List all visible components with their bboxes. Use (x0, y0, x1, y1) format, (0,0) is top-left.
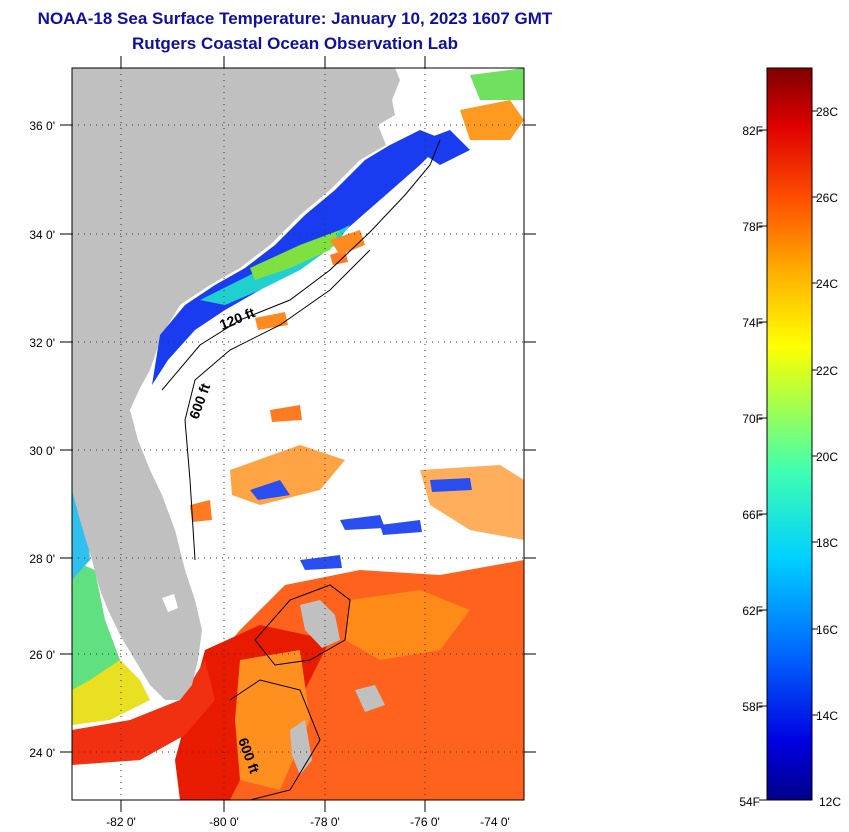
lat-label-24: 24 0' (29, 746, 55, 760)
colorbar-c-28: 28C (816, 105, 838, 119)
colorbar (766, 67, 813, 801)
map-title: NOAA-18 Sea Surface Temperature: January… (37, 9, 553, 28)
colorbar-c-24: 24C (816, 277, 838, 291)
colorbar-c-12: 12C (819, 795, 841, 809)
ne-warm-patch (460, 100, 524, 140)
lon-label-80: -80 0' (209, 815, 239, 829)
lat-label-30: 30 0' (29, 444, 55, 458)
lat-label-34: 34 0' (29, 228, 55, 242)
lon-label-78: -78 0' (310, 815, 340, 829)
shelf-warm-edge (255, 230, 365, 330)
lat-label-26: 26 0' (29, 648, 55, 662)
graticule (72, 68, 524, 800)
cold-streaks (250, 478, 472, 570)
lon-label-74: -74 0' (480, 815, 510, 829)
map-frame (71, 67, 525, 801)
colorbar-f-74: 74F (742, 316, 763, 330)
gulf-stream-band (72, 660, 215, 765)
lat-label-28: 28 0' (29, 552, 55, 566)
shelf-green (250, 230, 340, 280)
lon-label-82: -82 0' (106, 815, 136, 829)
ne-green-patch (470, 68, 524, 100)
colorbar-f-58: 58F (742, 700, 763, 714)
contour-600ft (184, 249, 371, 561)
colorbar-f-78: 78F (742, 220, 763, 234)
colorbar-f-70: 70F (742, 412, 763, 426)
florida-lake (162, 594, 178, 612)
land-mainland (72, 68, 400, 700)
contour-120ft (161, 139, 441, 391)
colorbar-ticks (759, 110, 818, 801)
colorbar-f-62: 62F (742, 604, 763, 618)
colorbar-c-14: 14C (816, 709, 838, 723)
warm-orange-patch (235, 650, 310, 790)
colorbar-c-16: 16C (816, 623, 838, 637)
colorbar-f-82: 82F (742, 124, 763, 138)
lat-label-36: 36 0' (29, 119, 55, 133)
lon-label-76: -76 0' (410, 815, 440, 829)
map-subtitle: Rutgers Coastal Ocean Observation Lab (132, 34, 458, 53)
colorbar-c-22: 22C (816, 364, 838, 378)
lat-label-32: 32 0' (29, 336, 55, 350)
gulf-warm-green (72, 560, 120, 690)
colorbar-f-66: 66F (742, 508, 763, 522)
land-bahamas (290, 600, 385, 775)
colorbar-c-18: 18C (816, 536, 838, 550)
colorbar-c-26: 26C (816, 191, 838, 205)
colorbar-c-20: 20C (816, 450, 838, 464)
map-ticks (60, 56, 536, 812)
colorbar-f-54: 54F (739, 795, 760, 809)
contour-bahamas (229, 584, 351, 800)
ne-cold-patch (410, 130, 470, 165)
warm-orange-patch-2 (345, 590, 470, 660)
